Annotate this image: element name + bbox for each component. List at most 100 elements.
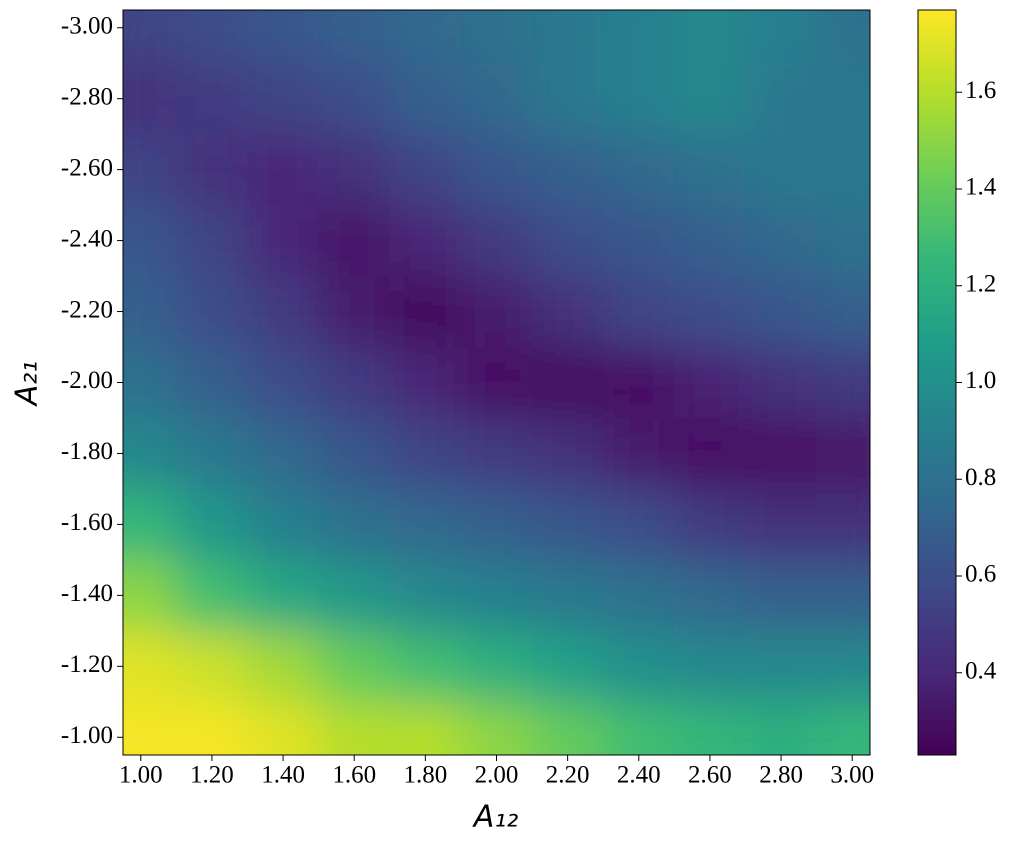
- heatmap-cell: [673, 10, 746, 64]
- heatmap-cell: [175, 417, 248, 490]
- heatmap-cell: [247, 559, 320, 632]
- heatmap-cell: [247, 10, 320, 64]
- heatmap-cell: [175, 204, 248, 277]
- y-tick-label: -2.00: [61, 367, 113, 394]
- heatmap-cell: [318, 62, 391, 135]
- heatmap-cell: [602, 133, 675, 206]
- heatmap-cell: [673, 559, 746, 632]
- heatmap-cell: [531, 417, 604, 490]
- heatmap-cell: [531, 630, 604, 703]
- heatmap-cell: [602, 488, 675, 561]
- heatmap-cell: [247, 417, 320, 490]
- heatmap-cell: [745, 630, 818, 703]
- heatmap-cell: [123, 701, 177, 755]
- heatmap-cell: [175, 630, 248, 703]
- heatmap-cell: [816, 701, 870, 755]
- heatmap-cell: [816, 417, 870, 490]
- heatmap-cell: [673, 275, 746, 348]
- x-tick-label: 2.80: [759, 762, 803, 789]
- heatmap-cell: [318, 275, 391, 348]
- heatmap-cell: [602, 204, 675, 277]
- heatmap-cell: [247, 488, 320, 561]
- heatmap-cell: [460, 346, 533, 419]
- x-tick-label: 2.20: [546, 762, 590, 789]
- heatmap-cell: [175, 701, 248, 755]
- y-tick-label: -1.40: [61, 580, 113, 607]
- heatmap-cell: [318, 630, 391, 703]
- heatmap-cell: [531, 346, 604, 419]
- heatmap-cell: [673, 701, 746, 755]
- x-tick-label: 1.20: [190, 762, 234, 789]
- x-tick-label: 3.00: [830, 762, 874, 789]
- heatmap-cell: [531, 275, 604, 348]
- heatmap-cell: [460, 204, 533, 277]
- heatmap-cell: [602, 701, 675, 755]
- y-tick-label: -2.60: [61, 154, 113, 181]
- x-tick-label: 1.60: [332, 762, 376, 789]
- heatmap-cell: [389, 275, 462, 348]
- heatmap-cell: [318, 204, 391, 277]
- heatmap-cell: [602, 559, 675, 632]
- heatmap-cell: [531, 559, 604, 632]
- heatmap-cell: [123, 630, 177, 703]
- heatmap-cell: [745, 346, 818, 419]
- heatmap-cell: [531, 204, 604, 277]
- heatmap-cell: [531, 133, 604, 206]
- heatmap-cell: [745, 133, 818, 206]
- heatmap-cell: [673, 62, 746, 135]
- heatmap-cell: [816, 62, 870, 135]
- heatmap-cell: [389, 10, 462, 64]
- heatmap-cell: [123, 275, 177, 348]
- y-tick-label: -1.80: [61, 438, 113, 465]
- heatmap-cell: [318, 488, 391, 561]
- heatmap-cell: [175, 346, 248, 419]
- x-tick-label: 2.40: [617, 762, 661, 789]
- x-tick-label: 2.60: [688, 762, 732, 789]
- heatmap-cell: [123, 488, 177, 561]
- y-tick-label: -3.00: [61, 12, 113, 39]
- heatmap-cell: [247, 204, 320, 277]
- y-tick-label: -1.00: [61, 722, 113, 749]
- heatmap-cell: [816, 133, 870, 206]
- heatmap-cell: [745, 10, 818, 64]
- heatmap-cell: [175, 488, 248, 561]
- y-tick-label: -1.60: [61, 509, 113, 536]
- heatmap-cell: [389, 133, 462, 206]
- heatmap-cell: [816, 275, 870, 348]
- y-tick-label: -2.40: [61, 225, 113, 252]
- heatmap-cell: [745, 701, 818, 755]
- heatmap-cell: [175, 133, 248, 206]
- heatmap-cell: [602, 346, 675, 419]
- colorbar-tick-label: 1.4: [965, 174, 997, 201]
- heatmap-cell: [247, 133, 320, 206]
- heatmap-cell: [602, 417, 675, 490]
- heatmap-cell: [816, 630, 870, 703]
- heatmap-cell: [460, 630, 533, 703]
- y-tick-label: -1.20: [61, 651, 113, 678]
- heatmap-cell: [318, 346, 391, 419]
- heatmap-cell: [673, 204, 746, 277]
- heatmap-cell: [460, 559, 533, 632]
- heatmap-cell: [745, 559, 818, 632]
- colorbar-tick-label: 0.8: [965, 464, 996, 491]
- heatmap-cell: [175, 62, 248, 135]
- heatmap-cell: [389, 488, 462, 561]
- heatmap-cell: [460, 701, 533, 755]
- heatmap-cell: [460, 488, 533, 561]
- heatmap-cell: [247, 275, 320, 348]
- x-tick-label: 1.80: [403, 762, 447, 789]
- heatmap-cell: [460, 10, 533, 64]
- heatmap-cell: [460, 62, 533, 135]
- heatmap-cell: [318, 10, 391, 64]
- heatmap-cell: [175, 275, 248, 348]
- y-axis-label: A₂₁: [10, 361, 45, 408]
- x-tick-label: 1.00: [119, 762, 163, 789]
- heatmap-cell: [318, 133, 391, 206]
- heatmap-cell: [318, 701, 391, 755]
- heatmap-cell: [602, 10, 675, 64]
- heatmap-cell: [389, 701, 462, 755]
- heatmap-cell: [745, 417, 818, 490]
- heatmap-cell: [175, 559, 248, 632]
- heatmap-cell: [816, 204, 870, 277]
